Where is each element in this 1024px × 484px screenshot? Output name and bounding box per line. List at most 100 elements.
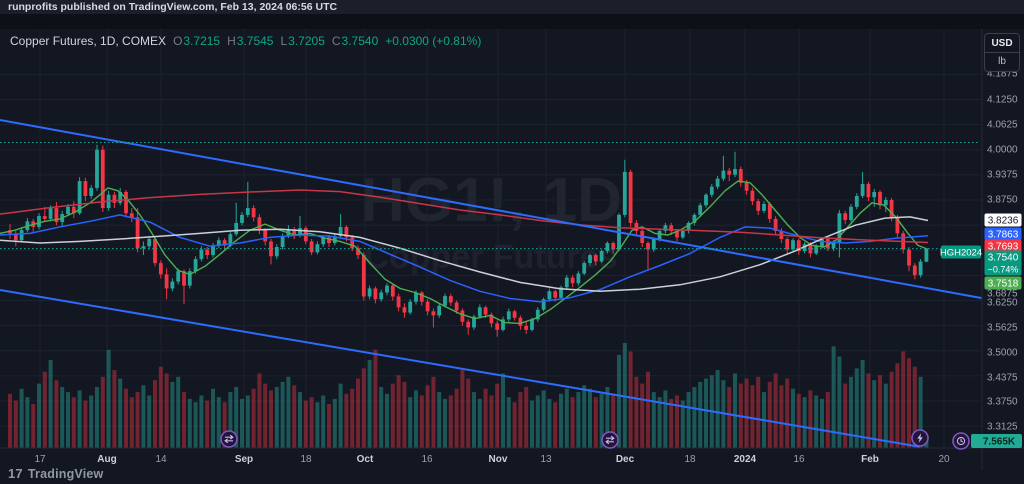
trendlines[interactable] <box>0 119 983 448</box>
ma-green-fast <box>0 180 929 325</box>
volume-bar <box>292 385 297 448</box>
volume-bar <box>419 395 424 448</box>
candle-body <box>251 208 256 218</box>
volume-bar <box>825 392 830 448</box>
volume-bar <box>100 376 105 448</box>
tradingview-logo[interactable]: 17 TradingView <box>8 466 103 481</box>
channel-upper[interactable] <box>0 119 983 300</box>
candle-body <box>675 230 679 238</box>
clock-icon[interactable] <box>952 432 970 450</box>
volume-bar <box>495 383 500 448</box>
contract-switch-icon[interactable] <box>601 431 619 449</box>
candle-body <box>176 271 181 282</box>
candle-body <box>269 241 273 257</box>
volume-bar <box>628 351 633 448</box>
candle-body <box>129 213 134 218</box>
time-tick-label: 18 <box>300 454 312 465</box>
volume-bar <box>66 392 70 448</box>
currency-option[interactable]: USD <box>991 38 1013 49</box>
unit-currency-selector[interactable]: USD lb <box>984 33 1020 72</box>
contract-switch-icon[interactable] <box>220 430 238 448</box>
volume-bar <box>483 388 488 448</box>
candle-body <box>686 222 691 231</box>
svg-text:3.7540: 3.7540 <box>988 253 1019 264</box>
volume-bar <box>831 346 836 448</box>
volume-bar <box>443 398 447 448</box>
volume-bar <box>332 398 337 448</box>
volume-bar <box>106 349 111 448</box>
svg-text:3.7693: 3.7693 <box>988 242 1019 253</box>
candle-body <box>918 261 923 276</box>
candle-body <box>187 271 192 286</box>
svg-text:3.7518: 3.7518 <box>988 279 1019 290</box>
volume-bar <box>570 397 575 448</box>
volume-bar <box>112 370 117 448</box>
volume-bar <box>25 397 30 448</box>
time-axis[interactable]: 17 Aug 14 Sep 18 Oct 16 Nov 13 Dec 18 2024 16 Feb 20 <box>34 454 950 465</box>
candle-body <box>721 170 726 179</box>
candle-body <box>530 319 534 330</box>
volume-bar <box>402 381 407 448</box>
candle-body <box>588 255 592 264</box>
volume-bar <box>582 385 587 448</box>
candle-body <box>715 178 720 187</box>
flash-icon[interactable] <box>911 429 929 447</box>
unit-option[interactable]: lb <box>985 52 1019 71</box>
volume-bar <box>454 388 459 448</box>
volume-bar <box>42 371 47 448</box>
candle-body <box>559 287 563 298</box>
candle-body <box>849 206 853 221</box>
volume-bar <box>773 373 778 448</box>
candle-body <box>733 169 737 175</box>
volume-bar <box>187 398 192 448</box>
candle-body <box>535 309 540 320</box>
channel-lower[interactable] <box>0 289 921 448</box>
candle-body <box>738 169 743 183</box>
svg-text:3.8236: 3.8236 <box>988 216 1019 227</box>
candle-body <box>599 251 604 262</box>
volume-bar <box>367 359 372 448</box>
volume-bar <box>878 375 882 448</box>
candle-body <box>274 247 279 257</box>
symbol-legend[interactable]: Copper Futures, 1D, COMEX O3.7215 H3.754… <box>10 34 481 48</box>
candle-body <box>611 243 616 250</box>
candle-body <box>396 296 401 308</box>
time-tick-label: Sep <box>235 454 253 465</box>
price-axis[interactable]: 4.1875 4.1250 4.0625 4.0000 3.9375 3.8750 3.68… <box>987 69 1018 433</box>
candle-body <box>512 311 517 318</box>
volume-bar <box>912 366 917 448</box>
volume-bar <box>883 383 888 448</box>
volume-bar <box>13 400 18 448</box>
candle-body <box>385 285 389 293</box>
volume-bar <box>680 400 685 448</box>
candle-body <box>71 206 76 214</box>
candle-body <box>570 277 575 284</box>
candle-body <box>796 240 801 252</box>
volume-bar <box>60 387 65 448</box>
candle-body <box>153 238 157 264</box>
volume-bar <box>361 368 366 448</box>
volume-bar <box>477 398 482 448</box>
candle-body <box>408 301 413 313</box>
candle-body <box>402 307 407 313</box>
candle-body <box>257 217 262 231</box>
volume-bar <box>182 392 186 448</box>
volume-bar <box>309 397 314 448</box>
ma-white <box>0 216 929 293</box>
volume-bar <box>744 378 749 448</box>
volume-bar <box>8 393 12 448</box>
candle-body <box>727 170 732 175</box>
event-markers[interactable] <box>220 429 970 450</box>
candle-body <box>785 238 790 250</box>
candle-body <box>228 234 233 246</box>
candle-body <box>483 307 488 315</box>
candle-body <box>767 204 772 219</box>
candle-body <box>66 206 70 215</box>
ma-red-value-badge <box>984 239 1022 253</box>
volume-bar <box>71 397 76 448</box>
volume-bar <box>547 398 552 448</box>
volume-bar <box>524 387 529 448</box>
